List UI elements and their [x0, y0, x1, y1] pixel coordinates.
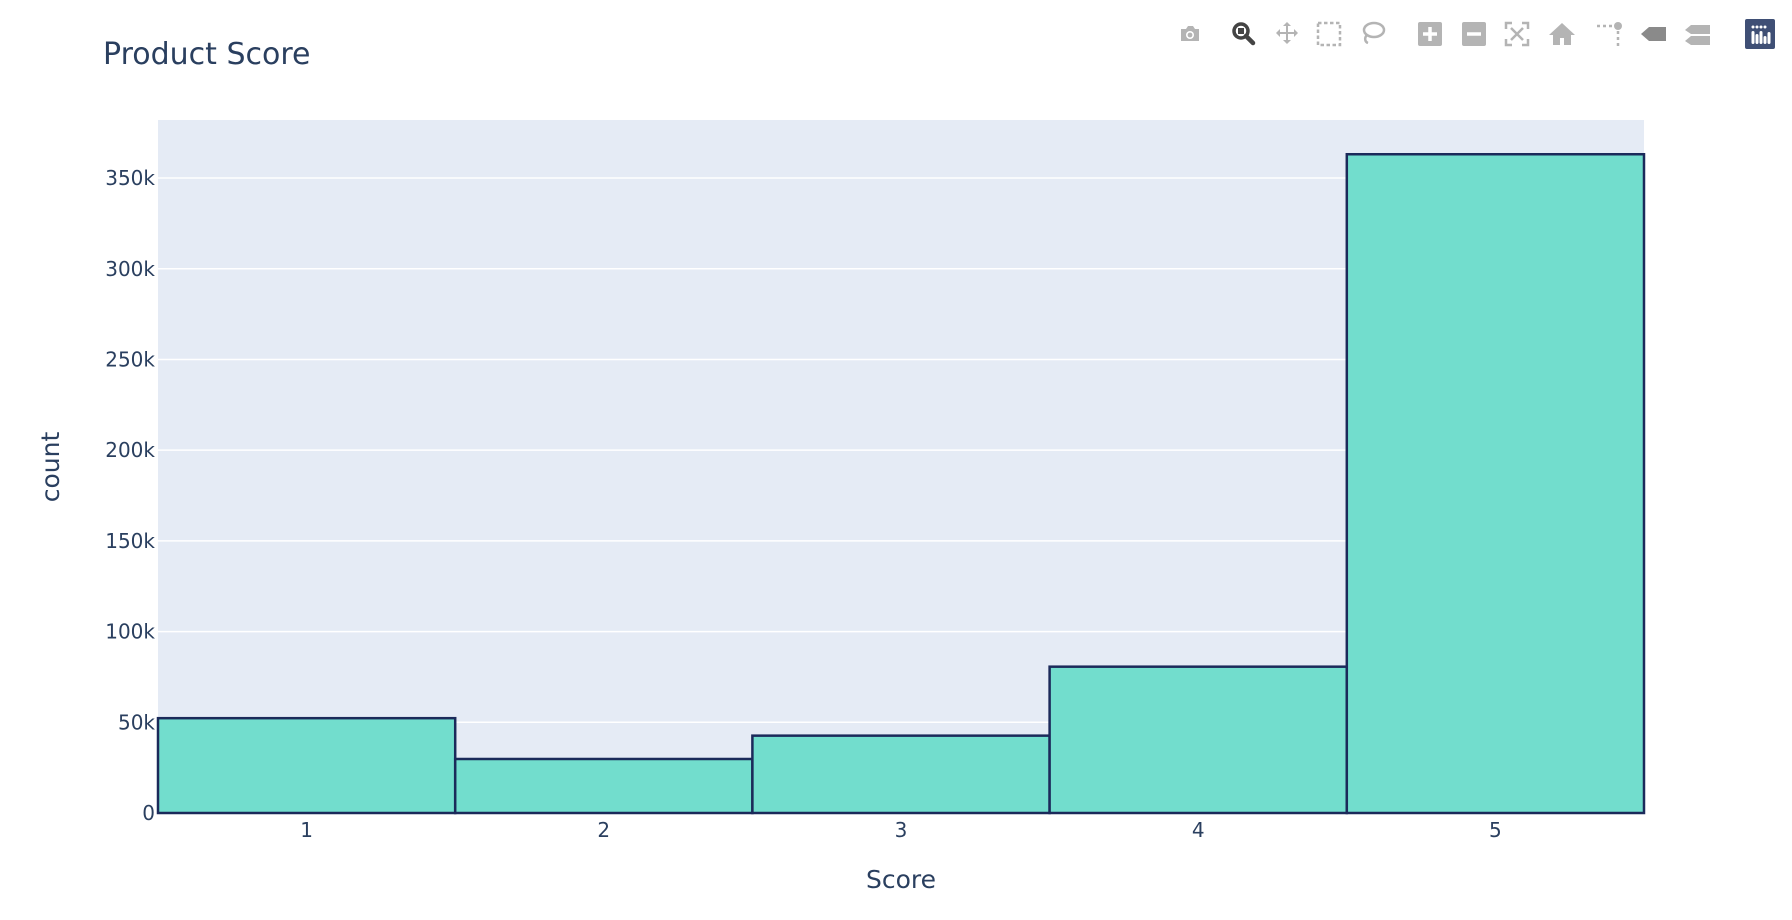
y-tick-label: 250k [105, 347, 155, 371]
lasso-select-icon[interactable] [1354, 16, 1390, 52]
bars [156, 152, 1646, 815]
zoom-in-icon[interactable] [1412, 16, 1448, 52]
y-tick-label: 0 [142, 801, 155, 825]
y-axis-title: count [36, 432, 65, 503]
pan-icon[interactable] [1269, 16, 1305, 52]
hover-closest-icon[interactable] [1635, 16, 1671, 52]
plotly-logo-icon[interactable] [1742, 16, 1778, 52]
bar[interactable] [1048, 665, 1349, 815]
x-tick-label: 1 [300, 818, 313, 842]
y-tick-labels: 0 50k 100k 150k 200k 250k 300k 350k [105, 166, 155, 825]
box-select-icon[interactable] [1311, 16, 1347, 52]
zoom-icon[interactable] [1225, 16, 1261, 52]
x-tick-label: 4 [1192, 818, 1205, 842]
y-tick-label: 100k [105, 620, 155, 644]
spike-lines-icon[interactable] [1591, 16, 1627, 52]
zoom-out-icon[interactable] [1456, 16, 1492, 52]
bar[interactable] [1345, 152, 1646, 815]
x-tick-labels: 1 2 3 4 5 [300, 818, 1502, 842]
x-tick-label: 5 [1489, 818, 1502, 842]
y-tick-label: 350k [105, 166, 155, 190]
autoscale-icon[interactable] [1499, 16, 1535, 52]
bar[interactable] [156, 716, 457, 815]
bar[interactable] [453, 757, 754, 815]
y-tick-label: 50k [118, 710, 155, 734]
modebar [1164, 16, 1792, 52]
x-tick-label: 3 [895, 818, 908, 842]
chart-title: Product Score [103, 37, 310, 72]
y-tick-label: 300k [105, 257, 155, 281]
camera-icon[interactable] [1172, 16, 1208, 52]
hover-compare-icon[interactable] [1679, 16, 1715, 52]
x-tick-label: 2 [597, 818, 610, 842]
reset-axes-icon[interactable] [1544, 16, 1580, 52]
y-tick-label: 150k [105, 529, 155, 553]
y-tick-label: 200k [105, 438, 155, 462]
x-axis-title: Score [866, 865, 936, 894]
bar[interactable] [751, 734, 1051, 815]
